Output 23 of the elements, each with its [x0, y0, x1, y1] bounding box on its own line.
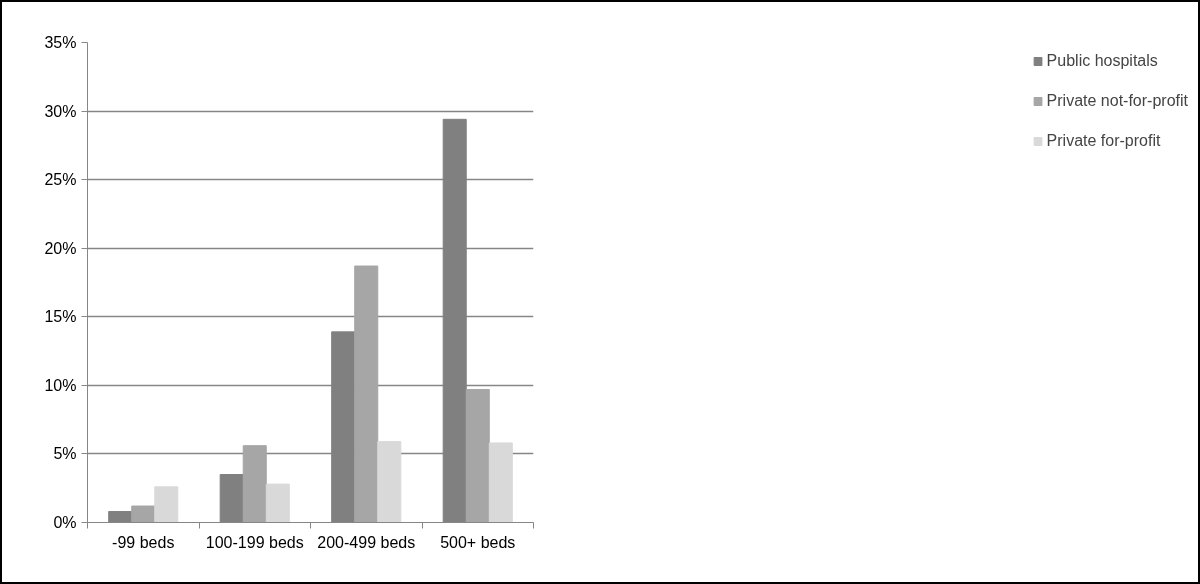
bar — [377, 441, 402, 523]
y-tick-label: 25% — [44, 171, 77, 189]
legend-label: Public hospitals — [1046, 52, 1158, 70]
y-tick-label: 0% — [53, 514, 77, 531]
legend-label: Private for-profit — [1046, 132, 1161, 150]
x-tick-label: -99 beds — [112, 533, 175, 551]
legend-label: Private not-for-profit — [1046, 92, 1188, 110]
x-tick-label: 200-499 beds — [317, 533, 416, 551]
y-tick-label: 10% — [44, 376, 77, 394]
x-tick-label: 500+ beds — [440, 533, 516, 551]
bar — [131, 505, 156, 523]
y-tick-label: 5% — [53, 445, 77, 463]
bar — [242, 445, 267, 523]
y-tick-label: 15% — [44, 308, 77, 326]
bar — [154, 486, 179, 523]
bar — [354, 265, 379, 523]
bar — [265, 483, 290, 523]
y-tick-label: 35% — [44, 34, 77, 51]
x-tick-label: 100-199 beds — [205, 533, 304, 551]
bar — [465, 388, 490, 523]
y-tick-label: 20% — [44, 239, 77, 257]
y-tick-label: 30% — [44, 102, 77, 120]
bar — [488, 442, 513, 523]
